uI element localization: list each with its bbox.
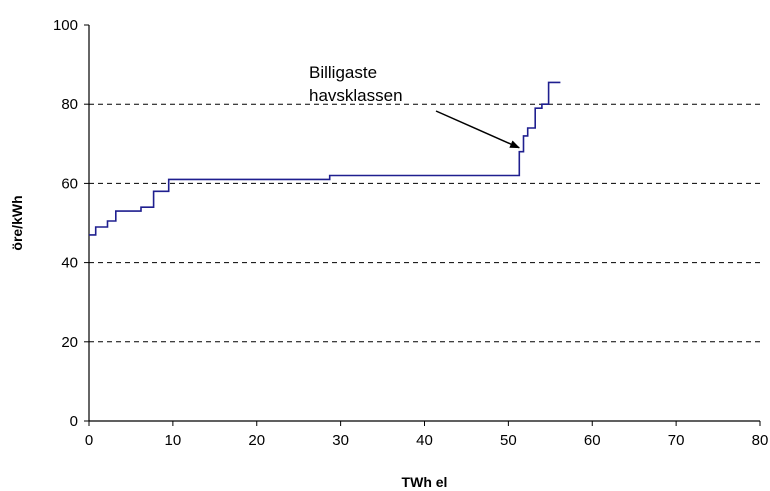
x-tick-label-0: 0 (85, 432, 93, 449)
x-tick-label-30: 30 (332, 432, 349, 449)
series-layer (89, 82, 560, 235)
x-tick-label-80: 80 (752, 432, 769, 449)
y-tick-label-20: 20 (61, 334, 78, 351)
x-tick-label-60: 60 (584, 432, 601, 449)
ticks-layer: 0 20 40 60 80 100 0 10 20 30 40 50 60 70 80 (53, 17, 768, 449)
x-tick-label-70: 70 (668, 432, 685, 449)
x-tick-label-40: 40 (416, 432, 433, 449)
y-tick-label-60: 60 (61, 175, 78, 192)
annotation-text-line-0: Billigaste (309, 63, 377, 82)
series-line-0 (89, 82, 560, 235)
annotation-layer: Billigaste havsklassen (309, 63, 519, 148)
x-tick-label-10: 10 (165, 432, 182, 449)
annotation-text-line-1: havsklassen (309, 86, 403, 105)
x-tick-label-20: 20 (248, 432, 265, 449)
x-tick-label-50: 50 (500, 432, 517, 449)
x-axis-label: TWh el (402, 474, 448, 490)
y-tick-label-40: 40 (61, 255, 78, 272)
y-tick-label-100: 100 (53, 17, 78, 34)
annotation-arrow-0 (436, 111, 519, 148)
y-tick-label-80: 80 (61, 96, 78, 113)
y-tick-label-0: 0 (70, 413, 78, 430)
plot-area-frame (89, 25, 760, 421)
gridlines (89, 104, 760, 342)
y-axis-label: öre/kWh (9, 195, 25, 250)
